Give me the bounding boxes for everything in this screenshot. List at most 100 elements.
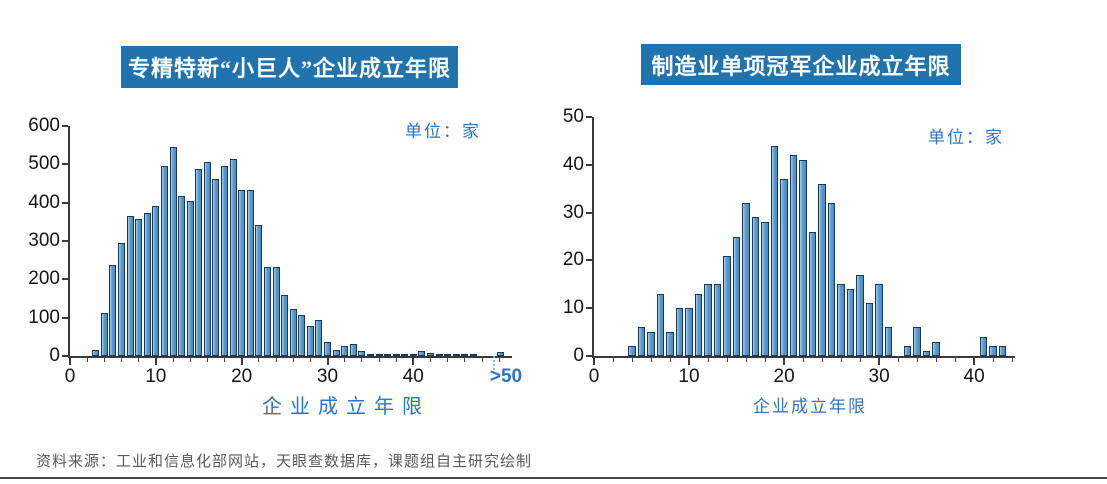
histogram-bar — [263, 266, 271, 356]
histogram-bar — [109, 265, 117, 356]
x-axis-minor-tick — [172, 358, 174, 362]
x-axis-minor-tick — [481, 358, 483, 362]
left-chart-x-axis-title: 企业成立年限 — [262, 396, 430, 418]
x-axis-minor-tick — [631, 358, 633, 362]
y-axis-tick — [62, 355, 68, 357]
histogram-bar — [366, 354, 374, 356]
histogram-bar — [751, 217, 760, 356]
histogram-bar — [384, 354, 391, 356]
y-axis-tick — [62, 240, 68, 242]
x-axis-tick-label: 0 — [64, 366, 76, 387]
histogram-bar — [742, 203, 750, 356]
histogram-bar — [435, 354, 443, 356]
histogram-bar — [255, 224, 263, 356]
histogram-bar — [289, 309, 297, 356]
y-axis-tick — [586, 116, 592, 118]
histogram-bar — [998, 346, 1007, 356]
y-axis-tick-label: 10 — [562, 297, 584, 319]
x-axis-minor-tick — [859, 358, 861, 362]
histogram-bar — [685, 308, 693, 356]
histogram-bar — [628, 346, 636, 356]
x-axis-tick — [878, 358, 881, 365]
histogram-bar — [799, 160, 807, 356]
histogram-bar — [426, 352, 434, 356]
x-axis-minor-tick — [258, 358, 260, 362]
x-axis-tick — [593, 358, 595, 365]
x-axis-tick-label: 30 — [868, 366, 890, 387]
y-axis-tick-label: 50 — [562, 106, 584, 127]
x-axis-minor-tick — [897, 358, 899, 362]
histogram-bar — [186, 200, 194, 356]
x-axis-tick-label: 20 — [773, 366, 795, 387]
right-chart-x-axis-title: 企业成立年限 — [753, 397, 867, 416]
x-axis-minor-tick — [650, 358, 652, 362]
histogram-bar — [770, 145, 779, 356]
left-chart-title: 专精特新“小巨人”企业成立年限 — [121, 46, 458, 88]
right-chart-unit-label: 单位：家 — [928, 128, 1004, 147]
x-axis-minor-tick — [916, 358, 918, 362]
histogram-bar — [461, 354, 469, 356]
x-axis-tick — [973, 358, 976, 365]
y-axis-tick-label: 400 — [28, 191, 60, 213]
histogram-bar — [238, 189, 246, 356]
x-axis-tick — [688, 358, 690, 365]
x-axis-minor-tick — [447, 358, 449, 362]
x-axis-tick-label: 30 — [316, 366, 339, 387]
x-axis-tick — [783, 358, 786, 365]
x-axis-minor-tick — [86, 358, 88, 362]
y-axis-tick — [62, 201, 68, 204]
x-axis-minor-tick — [707, 358, 709, 362]
histogram-bar — [452, 354, 460, 356]
histogram-bar — [281, 295, 288, 356]
histogram-bar — [272, 266, 280, 356]
histogram-bar — [135, 218, 143, 356]
histogram-bar — [846, 289, 855, 356]
x-axis-tick-label: 20 — [231, 366, 253, 387]
x-axis-minor-tick — [1011, 358, 1013, 362]
y-axis-tick — [586, 355, 592, 357]
histogram-bar — [160, 165, 168, 356]
x-axis-minor-tick — [992, 358, 994, 362]
x-axis-minor-tick — [206, 358, 208, 362]
histogram-bar — [306, 326, 314, 356]
x-axis-minor-tick — [954, 358, 956, 362]
histogram-bar — [704, 284, 712, 356]
x-axis-minor-tick — [378, 358, 380, 362]
histogram-bar — [358, 351, 366, 356]
histogram-bar — [808, 231, 817, 356]
x-axis-minor-tick — [275, 358, 277, 362]
y-axis-tick — [62, 125, 68, 127]
x-axis-minor-tick — [430, 358, 431, 362]
y-axis-tick-label: 20 — [562, 249, 584, 271]
y-axis-tick-label: 300 — [28, 230, 60, 251]
histogram-bar — [100, 312, 108, 356]
histogram-bar — [922, 351, 931, 356]
y-axis-tick — [62, 163, 68, 166]
y-axis-tick — [586, 211, 592, 214]
histogram-bar — [913, 327, 921, 356]
x-axis-minor-tick — [669, 358, 671, 362]
histogram-bar — [675, 308, 684, 356]
histogram-bar — [903, 346, 912, 356]
histogram-bar — [827, 203, 836, 356]
histogram-bar — [324, 342, 331, 356]
y-axis-tick-label: 40 — [562, 153, 584, 175]
histogram-bar — [732, 236, 741, 356]
histogram-bar — [229, 158, 237, 356]
x-axis-minor-tick — [292, 358, 294, 362]
y-axis-tick — [586, 163, 592, 166]
y-axis-tick — [62, 316, 68, 319]
bottom-divider-line — [0, 477, 1107, 479]
histogram-bar — [637, 327, 646, 356]
histogram-bar — [444, 354, 452, 356]
x-axis-tick — [154, 358, 157, 365]
y-axis-tick-label: 0 — [49, 345, 60, 366]
x-axis-tick — [240, 358, 243, 365]
x-axis-tick — [412, 358, 415, 365]
histogram-bar — [789, 155, 798, 356]
x-axis-minor-tick — [612, 358, 614, 362]
histogram-bar — [315, 320, 323, 356]
y-axis-tick — [586, 307, 592, 310]
histogram-bar — [979, 336, 988, 356]
right-chart-title: 制造业单项冠军企业成立年限 — [641, 44, 961, 85]
